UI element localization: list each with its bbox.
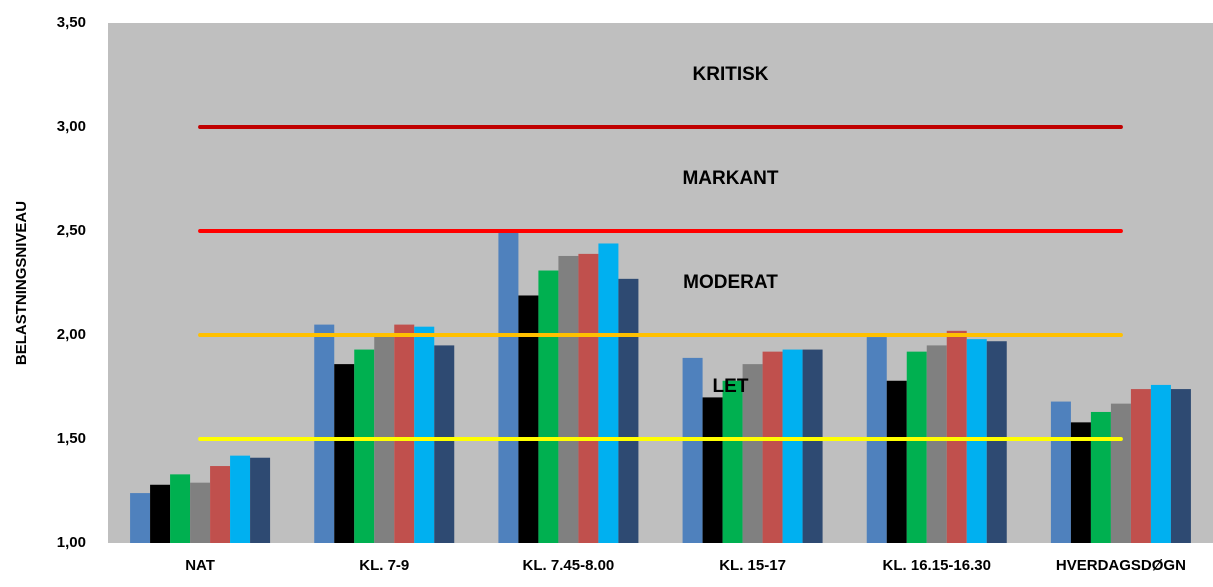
x-tick-label: KL. 7.45-8.00 bbox=[523, 557, 615, 574]
bar bbox=[394, 324, 415, 543]
y-tick-label: 2,00 bbox=[57, 326, 86, 343]
zone-label: KRITISK bbox=[693, 64, 769, 85]
bar bbox=[1110, 403, 1131, 543]
bar bbox=[966, 339, 987, 543]
bar bbox=[518, 295, 539, 543]
zone-label: LET bbox=[713, 376, 749, 397]
bar bbox=[314, 324, 335, 543]
plot-area bbox=[108, 23, 1213, 543]
bar bbox=[434, 345, 455, 543]
y-axis-title: BELASTNINGSNIVEAU bbox=[13, 201, 30, 365]
bar bbox=[1130, 389, 1151, 543]
bar bbox=[682, 357, 703, 543]
bar bbox=[742, 364, 763, 543]
bar bbox=[722, 380, 743, 543]
bar bbox=[762, 351, 783, 543]
y-tick-label: 1,00 bbox=[57, 534, 86, 551]
bar bbox=[230, 455, 251, 543]
bar bbox=[250, 457, 271, 543]
y-tick-label: 1,50 bbox=[57, 430, 86, 447]
bar bbox=[1170, 389, 1191, 543]
bar bbox=[598, 243, 619, 544]
bar bbox=[946, 330, 967, 543]
x-tick-label: KL. 16.15-16.30 bbox=[883, 557, 991, 574]
x-tick-label: NAT bbox=[185, 557, 215, 574]
bar bbox=[170, 474, 191, 543]
bar bbox=[702, 397, 723, 543]
bar bbox=[354, 349, 375, 543]
bar bbox=[886, 380, 907, 543]
zone-label: MARKANT bbox=[682, 168, 778, 189]
bar bbox=[782, 349, 803, 543]
bar bbox=[1050, 401, 1071, 543]
x-tick-label: KL. 7-9 bbox=[359, 557, 409, 574]
y-tick-label: 3,00 bbox=[57, 118, 86, 135]
bar bbox=[150, 484, 171, 543]
bar bbox=[986, 341, 1007, 543]
bar bbox=[1090, 411, 1111, 543]
x-tick-label: KL. 15-17 bbox=[719, 557, 786, 574]
bar bbox=[498, 231, 519, 543]
bar bbox=[926, 345, 947, 543]
bar bbox=[618, 278, 639, 543]
x-tick-label: HVERDAGSDØGN bbox=[1056, 557, 1186, 574]
bar bbox=[802, 349, 823, 543]
bar bbox=[210, 466, 231, 543]
bar bbox=[558, 255, 579, 543]
bar bbox=[538, 270, 559, 543]
bar bbox=[1150, 384, 1171, 543]
bar bbox=[130, 493, 151, 543]
y-tick-label: 2,50 bbox=[57, 222, 86, 239]
bar bbox=[334, 364, 355, 543]
bar bbox=[578, 253, 599, 543]
bar bbox=[1070, 422, 1091, 543]
bar bbox=[414, 326, 435, 543]
zone-label: MODERAT bbox=[683, 272, 778, 293]
y-tick-label: 3,50 bbox=[57, 14, 86, 31]
bar bbox=[190, 482, 211, 543]
bar bbox=[906, 351, 927, 543]
